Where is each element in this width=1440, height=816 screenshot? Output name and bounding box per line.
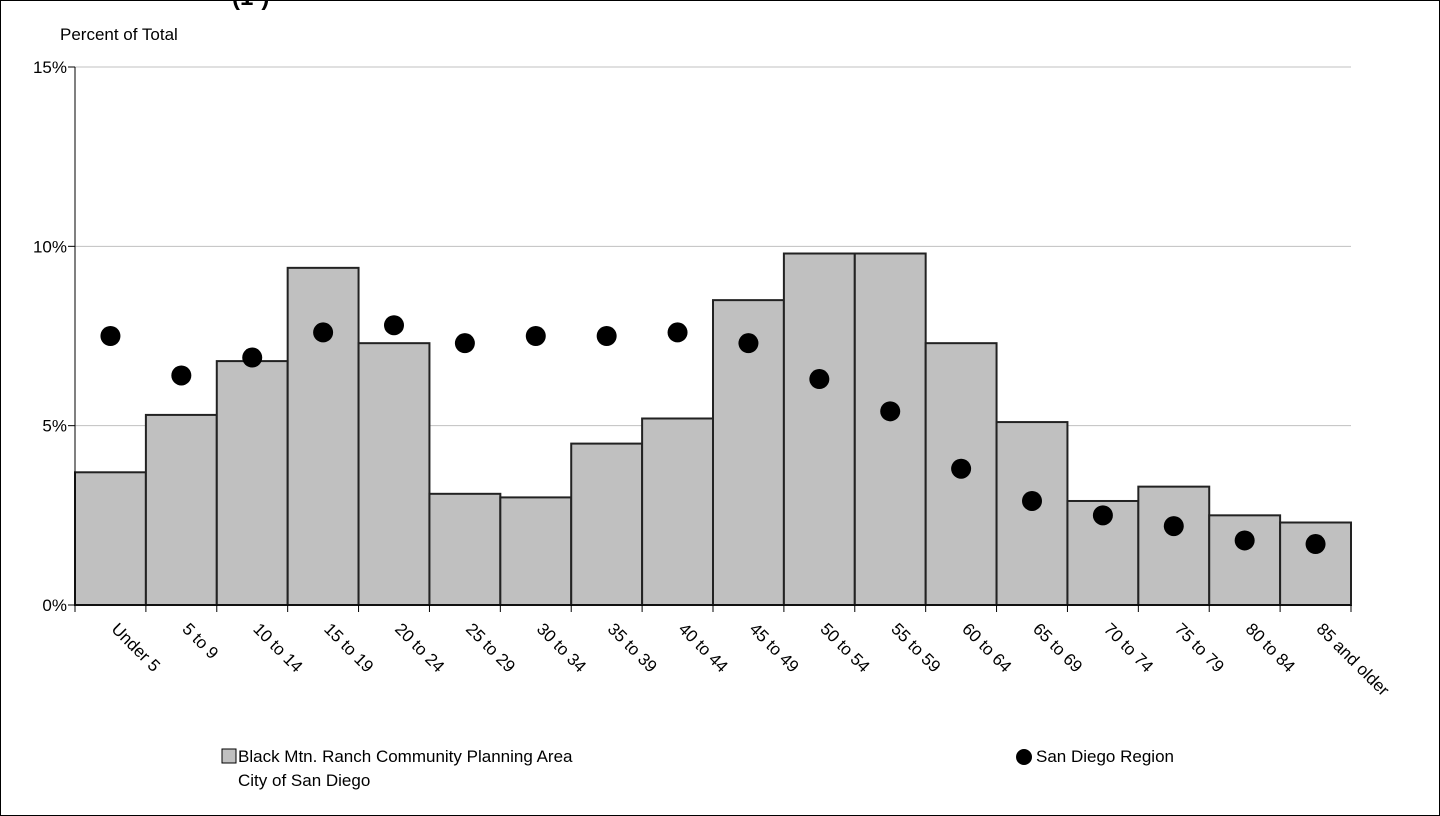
x-tick-label: 70 to 74 xyxy=(1100,619,1157,676)
bar xyxy=(641,417,714,607)
x-tick-label: 60 to 64 xyxy=(958,619,1015,676)
x-tick-label: 35 to 39 xyxy=(604,619,661,676)
scatter-point xyxy=(525,326,546,346)
scatter-point xyxy=(384,315,404,336)
scatter-point xyxy=(313,322,334,343)
scatter-point xyxy=(242,347,263,368)
bar xyxy=(74,471,147,606)
legend: Black Mtn. Ranch Community Planning Area… xyxy=(221,747,1174,790)
bar xyxy=(995,421,1069,606)
x-tick-label: 65 to 69 xyxy=(1029,619,1086,676)
scatter-point xyxy=(951,458,972,479)
legend-bar-swatch xyxy=(221,748,237,764)
x-tick-label: 55 to 59 xyxy=(887,619,944,676)
scatter-point xyxy=(667,322,688,343)
y-tick-label: 15% xyxy=(33,58,67,77)
scatter-point xyxy=(1022,490,1042,511)
x-tick-label: 25 to 29 xyxy=(462,619,519,676)
legend-bar-label: Black Mtn. Ranch Community Planning Area xyxy=(238,747,573,766)
bar xyxy=(286,266,360,606)
bar xyxy=(782,252,856,607)
x-tick-label: 10 to 14 xyxy=(249,619,306,676)
bar xyxy=(570,442,644,606)
x-tick-label: 50 to 54 xyxy=(817,619,874,676)
legend-dot-marker xyxy=(1016,749,1032,765)
scatter-point xyxy=(1092,505,1113,526)
bar xyxy=(1137,485,1211,607)
bar xyxy=(215,360,289,606)
y-tick-label: 5% xyxy=(42,417,67,436)
scatter-point xyxy=(100,326,121,346)
scatter-point xyxy=(596,326,617,346)
scatter-point xyxy=(809,369,830,390)
bar xyxy=(357,342,431,606)
legend-dot-label: San Diego Region xyxy=(1036,747,1174,766)
x-tick-label: 30 to 34 xyxy=(533,619,590,676)
x-tick-label: 85 and older xyxy=(1313,619,1394,700)
x-tick-label: 40 to 44 xyxy=(675,619,732,676)
bar xyxy=(853,252,927,607)
bar xyxy=(1208,514,1282,606)
x-tick-label: Under 5 xyxy=(108,619,164,675)
bar xyxy=(144,413,218,607)
scatter-point xyxy=(1234,530,1255,551)
x-tick-label: 5 to 9 xyxy=(179,619,223,663)
x-tick-label: 75 to 79 xyxy=(1171,619,1228,676)
x-tick-label: 45 to 49 xyxy=(746,619,803,676)
x-tick-label: 20 to 24 xyxy=(391,619,448,676)
chart-title-fragment: (1-) xyxy=(232,0,269,10)
y-tick-label: 10% xyxy=(33,237,67,256)
scatter-point xyxy=(1163,516,1184,537)
scatter-point xyxy=(1305,534,1326,555)
scatter-point xyxy=(171,365,192,386)
legend-bar-sublabel: City of San Diego xyxy=(238,771,370,790)
scatter-point xyxy=(454,333,475,354)
bar-series xyxy=(74,252,1352,607)
y-axis-label: Percent of Total xyxy=(60,25,178,44)
bar xyxy=(499,496,573,606)
bar xyxy=(428,492,502,606)
y-tick-label: 0% xyxy=(42,596,67,615)
scatter-point xyxy=(880,401,901,422)
dot-series xyxy=(100,315,1326,555)
x-tick-label: 15 to 19 xyxy=(320,619,377,676)
x-tick-label: 80 to 84 xyxy=(1242,619,1299,676)
scatter-point xyxy=(738,333,759,354)
